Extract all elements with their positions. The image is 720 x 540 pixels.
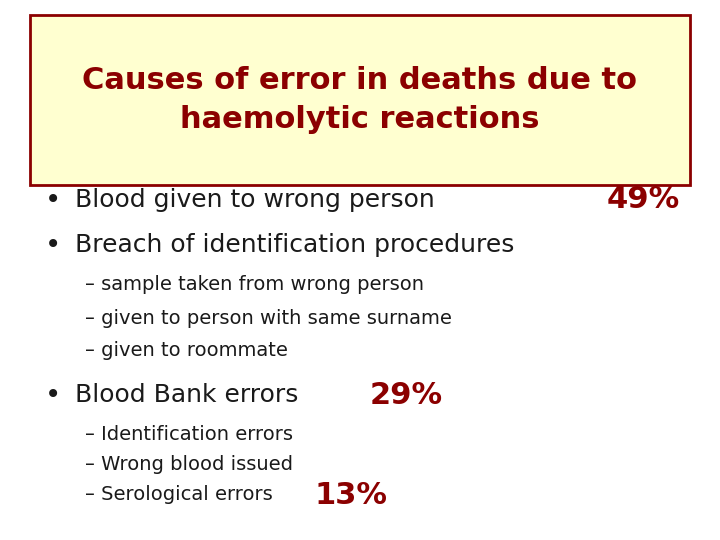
Text: •: • — [45, 381, 61, 409]
Text: Breach of identification procedures: Breach of identification procedures — [75, 233, 514, 257]
Text: •: • — [45, 186, 61, 214]
Text: – sample taken from wrong person: – sample taken from wrong person — [85, 275, 424, 294]
Text: 29%: 29% — [370, 381, 443, 409]
Text: – given to person with same surname: – given to person with same surname — [85, 308, 452, 327]
Bar — [30, 15, 690, 185]
Text: – Serological errors: – Serological errors — [85, 485, 273, 504]
Text: 49%: 49% — [607, 186, 680, 214]
Text: 13%: 13% — [315, 481, 388, 510]
Text: Blood given to wrong person: Blood given to wrong person — [75, 188, 435, 212]
Text: •: • — [45, 231, 61, 259]
Text: Blood Bank errors: Blood Bank errors — [75, 383, 298, 407]
Text: – Wrong blood issued: – Wrong blood issued — [85, 456, 293, 475]
Text: – given to roommate: – given to roommate — [85, 341, 288, 360]
Text: – Identification errors: – Identification errors — [85, 426, 293, 444]
Text: Causes of error in deaths due to
haemolytic reactions: Causes of error in deaths due to haemoly… — [83, 66, 637, 133]
